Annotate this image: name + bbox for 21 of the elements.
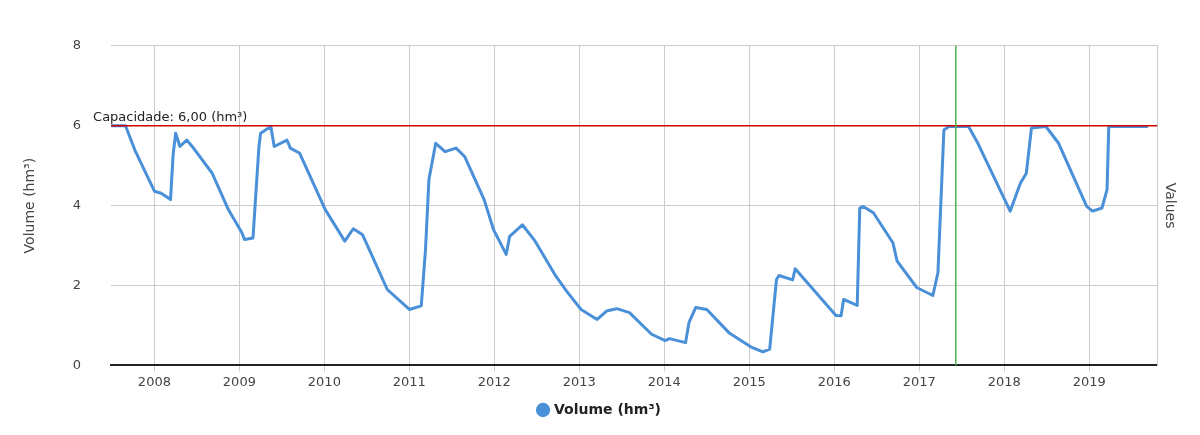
y2-axis-title: Values bbox=[1162, 182, 1179, 229]
x-tick-label: 2018 bbox=[987, 373, 1021, 389]
x-tick-label: 2008 bbox=[137, 373, 171, 389]
y-tick-label: 0 bbox=[72, 356, 82, 372]
x-tick-label: 2011 bbox=[392, 373, 426, 389]
x-tick-label: 2017 bbox=[902, 373, 936, 389]
x-tick-label: 2019 bbox=[1072, 373, 1106, 389]
x-tick-label: 2015 bbox=[732, 373, 766, 389]
legend-label: Volume (hm³) bbox=[554, 400, 661, 417]
y-tick-label: 2 bbox=[72, 276, 82, 292]
x-tick-label: 2013 bbox=[562, 373, 596, 389]
y-tick-label: 6 bbox=[72, 117, 82, 133]
x-tick-label: 2012 bbox=[477, 373, 511, 389]
x-tick-label: 2010 bbox=[307, 373, 341, 389]
y-tick-label: 4 bbox=[72, 196, 82, 212]
y-axis-title: Volume (hm³) bbox=[21, 157, 38, 254]
x-tick-label: 2014 bbox=[647, 373, 681, 389]
ref-line-label: Capacidade: 6,00 (hm³) bbox=[93, 108, 248, 124]
x-tick-label: 2009 bbox=[222, 373, 256, 389]
x-tick-label: 2016 bbox=[817, 373, 851, 389]
y-tick-label: 8 bbox=[72, 37, 82, 53]
